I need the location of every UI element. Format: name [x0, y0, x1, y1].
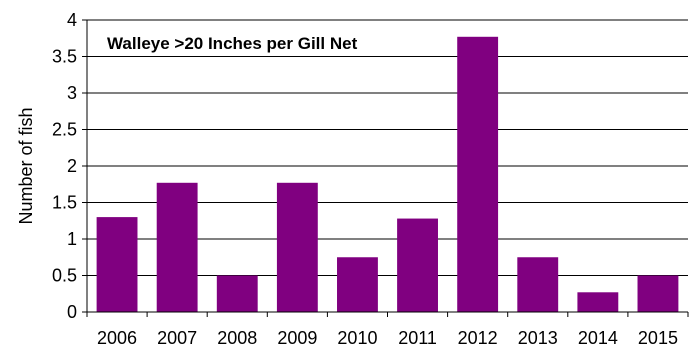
bar-2011 [397, 219, 438, 312]
bar-2008 [217, 276, 258, 313]
bar-2013 [517, 257, 558, 312]
bar-2012 [457, 37, 498, 312]
bar-2015 [638, 276, 679, 313]
bar-2009 [277, 183, 318, 312]
y-tick-label: 3.5 [52, 47, 77, 67]
x-tick-labels: 2006 2007 2008 2009 2010 2011 2012 2013 2014 2015 [97, 328, 678, 348]
y-tick-label: 2 [67, 156, 77, 176]
y-tick-labels: 0 0.5 1 1.5 2 2.5 3 3.5 4 [52, 10, 77, 322]
y-tick-label: 4 [67, 10, 77, 30]
x-tick-label: 2015 [638, 328, 678, 348]
chart-title: Walleye >20 Inches per Gill Net [107, 34, 358, 53]
x-tick-label: 2009 [277, 328, 317, 348]
bar-2010 [337, 257, 378, 312]
y-tick-label: 0.5 [52, 266, 77, 286]
x-tick-label: 2013 [518, 328, 558, 348]
x-tick-label: 2012 [458, 328, 498, 348]
y-tick-label: 1.5 [52, 193, 77, 213]
y-tick-label: 1 [67, 229, 77, 249]
bar-2006 [97, 217, 138, 312]
x-tick-label: 2011 [398, 328, 437, 348]
bar-2007 [157, 183, 198, 312]
x-tick-label: 2014 [578, 328, 618, 348]
y-tick-label: 0 [67, 302, 77, 322]
x-tick-label: 2008 [217, 328, 257, 348]
x-tick-label: 2010 [337, 328, 377, 348]
y-tick-label: 2.5 [52, 120, 77, 140]
y-tick-label: 3 [67, 83, 77, 103]
bars [97, 37, 679, 312]
x-tick-label: 2007 [157, 328, 197, 348]
bar-2014 [577, 292, 618, 312]
x-tick-label: 2006 [97, 328, 137, 348]
y-axis-title: Number of fish [16, 107, 36, 224]
